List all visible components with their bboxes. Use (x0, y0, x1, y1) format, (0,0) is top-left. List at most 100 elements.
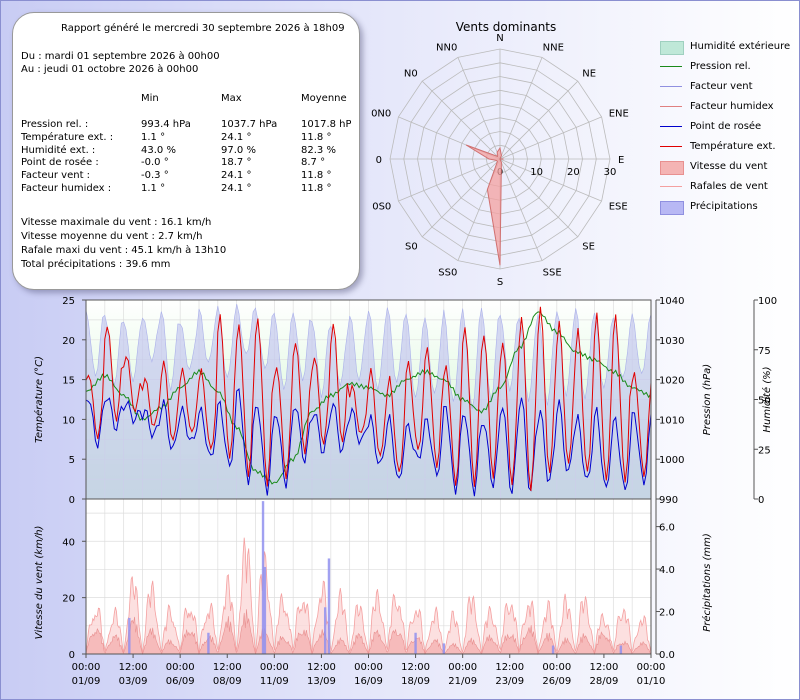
x-tick-date: 18/09 (401, 676, 430, 687)
temperature-tick: 20 (62, 336, 75, 347)
summary-min-cell: -0.3 ° (141, 170, 169, 182)
wind-avg-text: Vitesse moyenne du vent : 2.7 km/h (21, 231, 203, 242)
legend-line-swatch (660, 146, 682, 147)
legend-item: Facteur humidex (660, 100, 800, 114)
legend-item: Rafales de vent (660, 180, 800, 194)
legend-label: Vitesse du vent (690, 161, 768, 172)
col-avg-header: Moyenne (301, 93, 347, 104)
summary-max-cell: 24.1 ° (221, 131, 252, 143)
summary-min-cell: 1.1 ° (141, 131, 166, 143)
summary-label-cell: Pression rel. : (21, 119, 89, 130)
humidity-tick: 75 (758, 346, 771, 357)
col-max-header: Max (221, 93, 242, 104)
report-title: Rapport généré le mercredi 30 septembre … (61, 23, 345, 34)
wind-direction-label: N0 (404, 69, 418, 80)
x-tick-time: 00:00 (542, 662, 571, 673)
wind-direction-label: 0S0 (372, 202, 391, 213)
summary-avg-cell: 11.8 ° (301, 183, 332, 194)
summary-avg-cell: 11.8 ° (301, 170, 332, 182)
x-tick-date: 03/09 (119, 676, 148, 687)
x-tick-time: 00:00 (354, 662, 383, 673)
x-tick-date: 28/09 (590, 676, 619, 687)
x-tick-time: 12:00 (401, 662, 430, 673)
summary-max-cell: 97.0 % (221, 144, 256, 156)
temperature-tick: 10 (62, 415, 75, 426)
summary-label-cell: Facteur humidex : (21, 183, 112, 194)
wind-rose-spoke (499, 158, 579, 238)
legend-item: Facteur vent (660, 80, 800, 94)
legend-line-swatch (660, 186, 682, 187)
rain-bar (207, 632, 210, 654)
summary-label-cell: Point de rosée : (21, 157, 99, 169)
summary-min-cell: -0.0 ° (141, 157, 169, 169)
summary-avg-cell: 82.3 % (301, 144, 336, 156)
x-tick-time: 12:00 (307, 662, 336, 673)
rain-bar (323, 607, 327, 654)
weather-time-series-chart: 0510152025990100010101020103010400255075… (33, 296, 777, 687)
legend-item: Humidité extérieure (660, 40, 800, 55)
rain-total-text: Total précipitations : 39.6 mm (21, 259, 171, 270)
wind-rose-spoke (421, 80, 501, 160)
pressure-tick: 1040 (659, 296, 684, 307)
summary-min-cell: 43.0 % (141, 144, 176, 156)
wind-direction-label: NNE (543, 42, 564, 53)
wind-rose-spoke (499, 158, 543, 261)
pressure-tick: 990 (659, 495, 678, 506)
pressure-tick: 1000 (659, 455, 684, 466)
legend-label: Pression rel. (690, 61, 751, 72)
dew-point-line (85, 387, 652, 497)
x-tick-time: 12:00 (119, 662, 148, 673)
legend-label: Humidité extérieure (690, 41, 791, 52)
legend-line-swatch (660, 126, 682, 127)
period-from: Du : mardi 01 septembre 2026 à 00h00 (21, 51, 220, 62)
rain-tick: 4.0 (659, 565, 675, 576)
wind-direction-label: E (618, 155, 624, 166)
wind-direction-label: S0 (405, 241, 418, 252)
x-tick-time: 12:00 (213, 662, 242, 673)
rain-bar (619, 645, 623, 654)
summary-avg-cell: 11.8 ° (301, 131, 332, 143)
wind-radial-tick: 20 (567, 167, 580, 178)
wind-direction-label: ENE (609, 108, 629, 119)
legend-area-swatch (660, 161, 684, 175)
x-tick-date: 23/09 (495, 676, 524, 687)
rain-tick: 2.0 (659, 608, 675, 619)
x-tick-time: 00:00 (260, 662, 289, 673)
rain-bar (414, 632, 417, 654)
wind-rose-spoke (398, 158, 501, 202)
legend-area-swatch (660, 41, 684, 55)
rain-axis-title: Précipitations (mm) (701, 533, 713, 632)
wind-direction-label: NE (582, 69, 596, 80)
x-tick-time: 00:00 (166, 662, 195, 673)
wind-radial-tick: 10 (530, 167, 543, 178)
legend-line-swatch (660, 86, 682, 87)
wind-rose-spoke (499, 80, 579, 160)
temperature-tick: 0 (69, 495, 75, 506)
summary-max-cell: 24.1 ° (221, 170, 252, 182)
x-tick-time: 00:00 (637, 662, 666, 673)
gust-max-text: Rafale maxi du vent : 45.1 km/h à 13h10 (21, 245, 227, 256)
x-tick-time: 00:00 (72, 662, 101, 673)
wind-direction-label: SS0 (438, 268, 457, 279)
temperature-axis-title: Température (°C) (33, 356, 45, 443)
wind-direction-label: 0 (376, 155, 382, 166)
humidity-tick: 50 (758, 396, 771, 407)
wind-tick: 0 (69, 650, 75, 661)
x-tick-time: 12:00 (590, 662, 619, 673)
pressure-tick: 1010 (659, 415, 684, 426)
wind-direction-label: SSE (543, 268, 562, 279)
temperature-line (85, 306, 652, 491)
col-min-header: Min (141, 93, 159, 104)
legend-item: Pression rel. (660, 60, 800, 74)
summary-max-cell: 24.1 ° (221, 183, 252, 194)
temperature-tick: 5 (69, 455, 75, 466)
summary-label-cell: Facteur vent : (21, 170, 91, 182)
x-tick-date: 01/10 (637, 676, 666, 687)
rain-bar (327, 558, 331, 654)
legend-label: Précipitations (690, 201, 758, 212)
wind-tick: 20 (62, 594, 75, 605)
wind-direction-label: N (496, 33, 503, 44)
summary-avg-cell: 1017.8 hPa (301, 119, 351, 130)
wind-rose-spoke (499, 158, 602, 202)
x-tick-date: 13/09 (307, 676, 336, 687)
